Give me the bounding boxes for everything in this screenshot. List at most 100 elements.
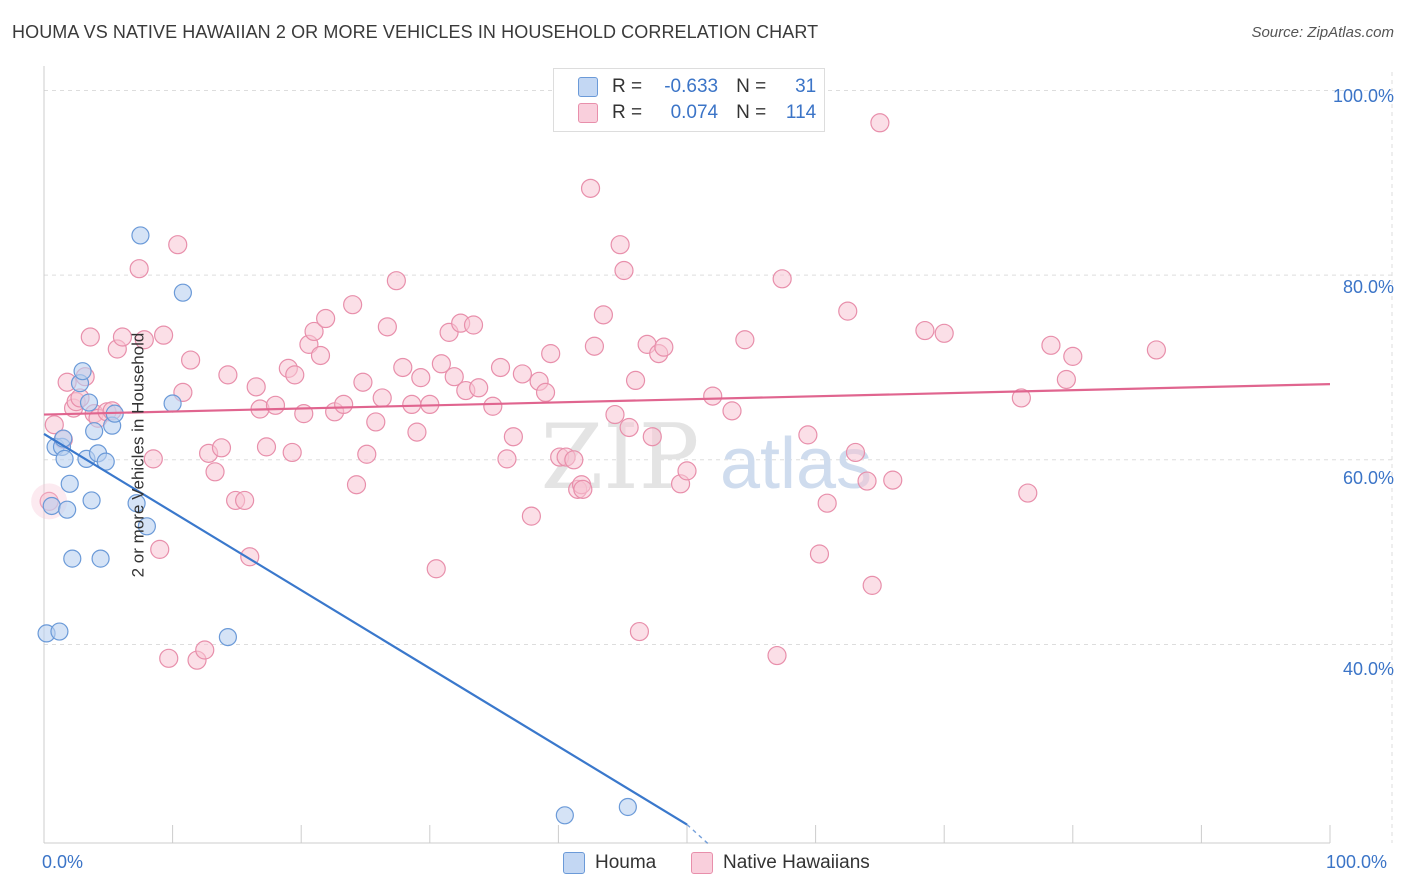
hawaiian-point (112, 327, 133, 347)
houma-point (85, 422, 104, 441)
houma-point (127, 494, 146, 513)
hawaiian-point (642, 427, 662, 447)
hawaiian-point (393, 357, 413, 378)
hawaiian-point (610, 235, 630, 255)
hawaiian-point (798, 425, 818, 445)
legend-row-houma: R = -0.633 N = 31 (578, 75, 816, 99)
hawaiian-point (372, 388, 392, 408)
hawaiian-point (845, 442, 866, 463)
hawaiian-point (619, 417, 639, 438)
hawaiian-point (407, 422, 427, 442)
hawaiian-point (915, 320, 935, 341)
hawaiian-point (870, 113, 890, 133)
hawaiian-point (195, 640, 215, 660)
houma-point (555, 806, 574, 825)
houma-point (82, 491, 101, 510)
houma-point (60, 474, 79, 493)
hawaiian-point (129, 259, 149, 279)
hawaiian-point (463, 315, 484, 335)
hawaiian-point (386, 271, 406, 291)
hawaiian-point (934, 323, 954, 343)
hawaiian-point (654, 337, 674, 357)
hawaiian-point (159, 648, 179, 668)
bottom-legend-hawaiian: Native Hawaiians (691, 852, 870, 874)
trend-lines (43, 382, 1331, 846)
hawaiian-point (426, 559, 446, 579)
houma-point (96, 452, 115, 471)
hawaiian-point (1018, 483, 1038, 503)
legend-row-hawaiian: R = 0.074 N = 114 (578, 101, 816, 125)
houma-point (173, 283, 192, 302)
hawaiian-point (1056, 369, 1076, 390)
hawaiian-point (431, 354, 451, 374)
watermark: ZIP atlas (541, 405, 872, 510)
hawaiian-point (316, 308, 336, 329)
hawaiian-point (541, 344, 561, 364)
hawaiian-swatch (578, 103, 598, 123)
houma-point (55, 449, 74, 468)
hawaiian-point (573, 479, 593, 499)
houma-point (131, 226, 150, 245)
hawaiian-trend-line (43, 382, 1331, 416)
hawaiian-point (153, 325, 174, 345)
legend-n-label: N = (736, 102, 767, 123)
hawaiian-point (211, 438, 232, 458)
y-tick-label: 80.0% (1342, 277, 1394, 297)
hawaiian-point (857, 471, 877, 491)
chart-title: HOUMA VS NATIVE HAWAIIAN 2 OR MORE VEHIC… (12, 22, 819, 42)
houma-trend-extension (686, 824, 710, 846)
legend-r-value: -0.633 (664, 76, 719, 97)
legend-r-label: R = (612, 76, 643, 97)
hawaiian-point (469, 378, 489, 398)
hawaiian-point (310, 345, 331, 366)
hawaiian-legend-swatch (691, 852, 713, 874)
hawaiian-point (218, 365, 238, 385)
legend-n-value: 114 (785, 102, 817, 123)
x-tick-label: 0.0% (42, 852, 84, 872)
hawaiian-point (181, 350, 201, 370)
houma-point (50, 622, 69, 641)
houma-trend-line (43, 433, 688, 826)
hawaiian-point (150, 539, 170, 559)
hawaiian-point (614, 260, 634, 281)
houma-point (79, 393, 99, 412)
hawaiian-point (593, 305, 614, 325)
y-tick-label: 60.0% (1342, 468, 1394, 488)
hawaiian-point (353, 372, 373, 392)
hawaiian-point (357, 444, 377, 464)
hawaiian-point (735, 330, 755, 350)
y-tick-label: 100.0% (1332, 86, 1394, 106)
y-axis-label: 2 or more Vehicles in Household (128, 332, 148, 578)
hawaiian-point (521, 506, 541, 526)
axes (43, 66, 1331, 844)
hawaiian-point (256, 437, 277, 457)
hawaiian-point (564, 450, 584, 470)
hawaiian-point (722, 401, 742, 421)
hawaiian-point (772, 269, 792, 289)
hawaiian-point (343, 295, 363, 315)
hawaiian-point (809, 544, 830, 564)
houma-point (163, 394, 182, 413)
hawaiian-point (838, 301, 858, 321)
legend-n-value: 31 (795, 76, 817, 97)
series-native-hawaiians (31, 113, 1166, 670)
hawaiian-point (143, 449, 163, 469)
houma-point (63, 549, 82, 568)
hawaiian-legend-label: Native Hawaiians (723, 852, 870, 873)
hawaiian-point (1146, 340, 1166, 360)
bottom-legend-houma: Houma (563, 852, 656, 874)
houma-point (137, 517, 156, 536)
hawaiian-point (629, 621, 650, 642)
hawaiian-point (703, 386, 723, 406)
series-houma (37, 226, 637, 825)
hawaiian-point (444, 367, 464, 387)
hawaiian-point (1011, 388, 1031, 408)
hawaiian-point (584, 336, 605, 356)
houma-legend-swatch (563, 852, 585, 874)
hawaiian-point (235, 490, 255, 511)
hawaiian-point (497, 449, 517, 469)
hawaiian-point (265, 395, 286, 415)
hawaiian-point (282, 442, 302, 463)
houma-point (58, 500, 77, 519)
houma-legend-label: Houma (595, 852, 657, 873)
